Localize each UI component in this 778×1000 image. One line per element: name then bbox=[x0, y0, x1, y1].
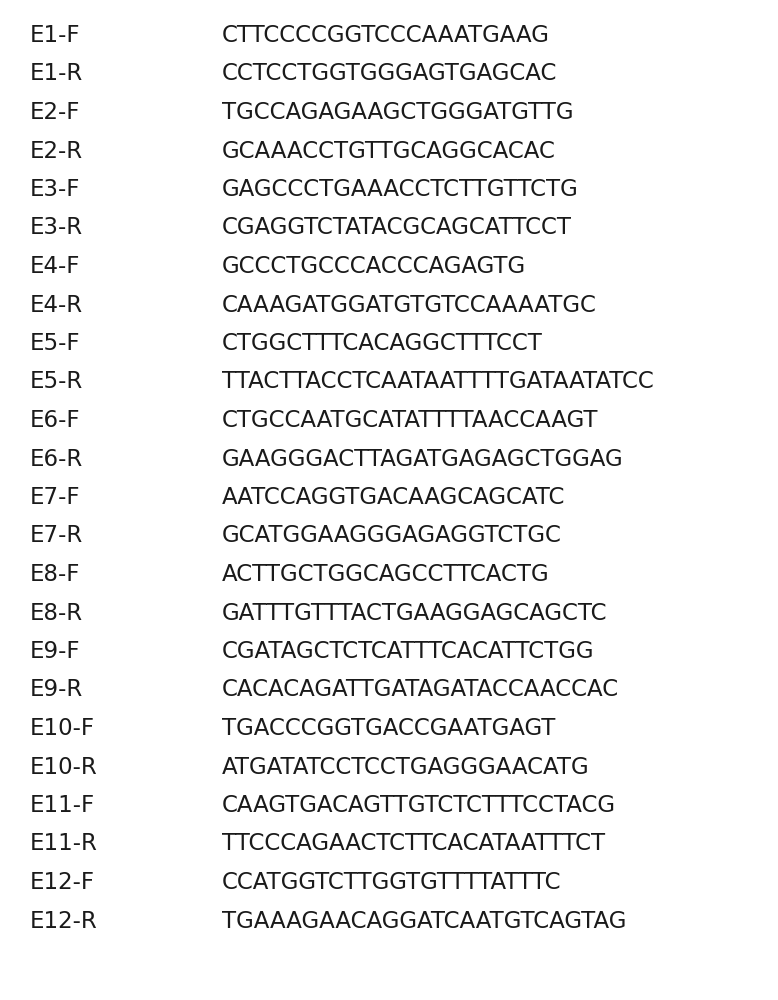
Text: E7-F: E7-F bbox=[30, 486, 80, 509]
Text: E1-R: E1-R bbox=[30, 62, 82, 86]
Text: GAAGGGACTTAGATGAGAGCTGGAG: GAAGGGACTTAGATGAGAGCTGGAG bbox=[222, 448, 623, 471]
Text: E3-R: E3-R bbox=[30, 217, 82, 239]
Text: CTGGCTTTCACAGGCTTTCCT: CTGGCTTTCACAGGCTTTCCT bbox=[222, 332, 542, 355]
Text: CCTCCTGGTGGGAGTGAGCAC: CCTCCTGGTGGGAGTGAGCAC bbox=[222, 62, 557, 86]
Text: E4-F: E4-F bbox=[30, 255, 80, 278]
Text: E4-R: E4-R bbox=[30, 294, 82, 316]
Text: E12-R: E12-R bbox=[30, 910, 97, 932]
Text: CTGCCAATGCATATTTTAACCAAGT: CTGCCAATGCATATTTTAACCAAGT bbox=[222, 409, 598, 432]
Text: E11-F: E11-F bbox=[30, 794, 95, 817]
Text: TGAAAGAACAGGATCAATGTCAGTAG: TGAAAGAACAGGATCAATGTCAGTAG bbox=[222, 910, 626, 932]
Text: E9-R: E9-R bbox=[30, 678, 82, 702]
Text: E6-F: E6-F bbox=[30, 409, 80, 432]
Text: CGAGGTCTATACGCAGCATTCCT: CGAGGTCTATACGCAGCATTCCT bbox=[222, 217, 572, 239]
Text: GCCCTGCCCACCCAGAGTG: GCCCTGCCCACCCAGAGTG bbox=[222, 255, 526, 278]
Text: GATTTGTTTACTGAAGGAGCAGCTC: GATTTGTTTACTGAAGGAGCAGCTC bbox=[222, 601, 608, 624]
Text: CAAGTGACAGTTGTCTCTTTCCTACG: CAAGTGACAGTTGTCTCTTTCCTACG bbox=[222, 794, 615, 817]
Text: ATGATATCCTCCTGAGGGAACATG: ATGATATCCTCCTGAGGGAACATG bbox=[222, 756, 590, 778]
Text: CTTCCCCGGTCCCAAATGAAG: CTTCCCCGGTCCCAAATGAAG bbox=[222, 24, 549, 47]
Text: TTCCCAGAACTCTTCACATAATTTCT: TTCCCAGAACTCTTCACATAATTTCT bbox=[222, 832, 605, 856]
Text: E2-F: E2-F bbox=[30, 101, 80, 124]
Text: AATCCAGGTGACAAGCAGCATC: AATCCAGGTGACAAGCAGCATC bbox=[222, 486, 565, 509]
Text: TTACTTACCTCAATAATTTTGATAATATCC: TTACTTACCTCAATAATTTTGATAATATCC bbox=[222, 370, 654, 393]
Text: E5-R: E5-R bbox=[30, 370, 82, 393]
Text: E10-R: E10-R bbox=[30, 756, 97, 778]
Text: E2-R: E2-R bbox=[30, 139, 82, 162]
Text: GAGCCCTGAAACCTCTTGTTCTG: GAGCCCTGAAACCTCTTGTTCTG bbox=[222, 178, 579, 201]
Text: GCATGGAAGGGAGAGGTCTGC: GCATGGAAGGGAGAGGTCTGC bbox=[222, 524, 562, 548]
Text: GCAAACCTGTTGCAGGCACAC: GCAAACCTGTTGCAGGCACAC bbox=[222, 139, 555, 162]
Text: E9-F: E9-F bbox=[30, 640, 80, 663]
Text: E3-F: E3-F bbox=[30, 178, 80, 201]
Text: CACACAGATTGATAGATACCAACCAC: CACACAGATTGATAGATACCAACCAC bbox=[222, 678, 619, 702]
Text: TGCCAGAGAAGCTGGGATGTTG: TGCCAGAGAAGCTGGGATGTTG bbox=[222, 101, 573, 124]
Text: E8-R: E8-R bbox=[30, 601, 82, 624]
Text: E5-F: E5-F bbox=[30, 332, 80, 355]
Text: ACTTGCTGGCAGCCTTCACTG: ACTTGCTGGCAGCCTTCACTG bbox=[222, 563, 549, 586]
Text: CCATGGTCTTGGTGTTTTATTTC: CCATGGTCTTGGTGTTTTATTTC bbox=[222, 871, 561, 894]
Text: E11-R: E11-R bbox=[30, 832, 97, 856]
Text: E12-F: E12-F bbox=[30, 871, 95, 894]
Text: CGATAGCTCTCATTTCACATTCTGG: CGATAGCTCTCATTTCACATTCTGG bbox=[222, 640, 594, 663]
Text: E8-F: E8-F bbox=[30, 563, 80, 586]
Text: E6-R: E6-R bbox=[30, 448, 82, 471]
Text: E7-R: E7-R bbox=[30, 524, 82, 548]
Text: CAAAGATGGATGTGTCCAAAATGC: CAAAGATGGATGTGTCCAAAATGC bbox=[222, 294, 597, 316]
Text: E10-F: E10-F bbox=[30, 717, 95, 740]
Text: E1-F: E1-F bbox=[30, 24, 80, 47]
Text: TGACCCGGTGACCGAATGAGT: TGACCCGGTGACCGAATGAGT bbox=[222, 717, 555, 740]
